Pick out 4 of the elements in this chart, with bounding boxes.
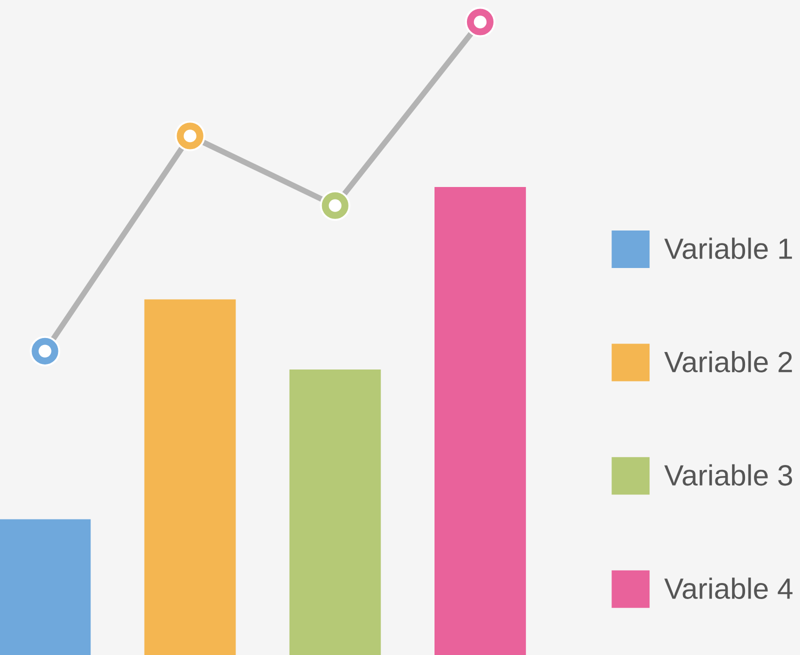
legend-label: Variable 1: [664, 238, 792, 260]
legend-label: Variable 2: [664, 350, 792, 372]
legend-label: Variable 3: [664, 464, 792, 486]
legend-label: Variable 4: [664, 578, 792, 600]
